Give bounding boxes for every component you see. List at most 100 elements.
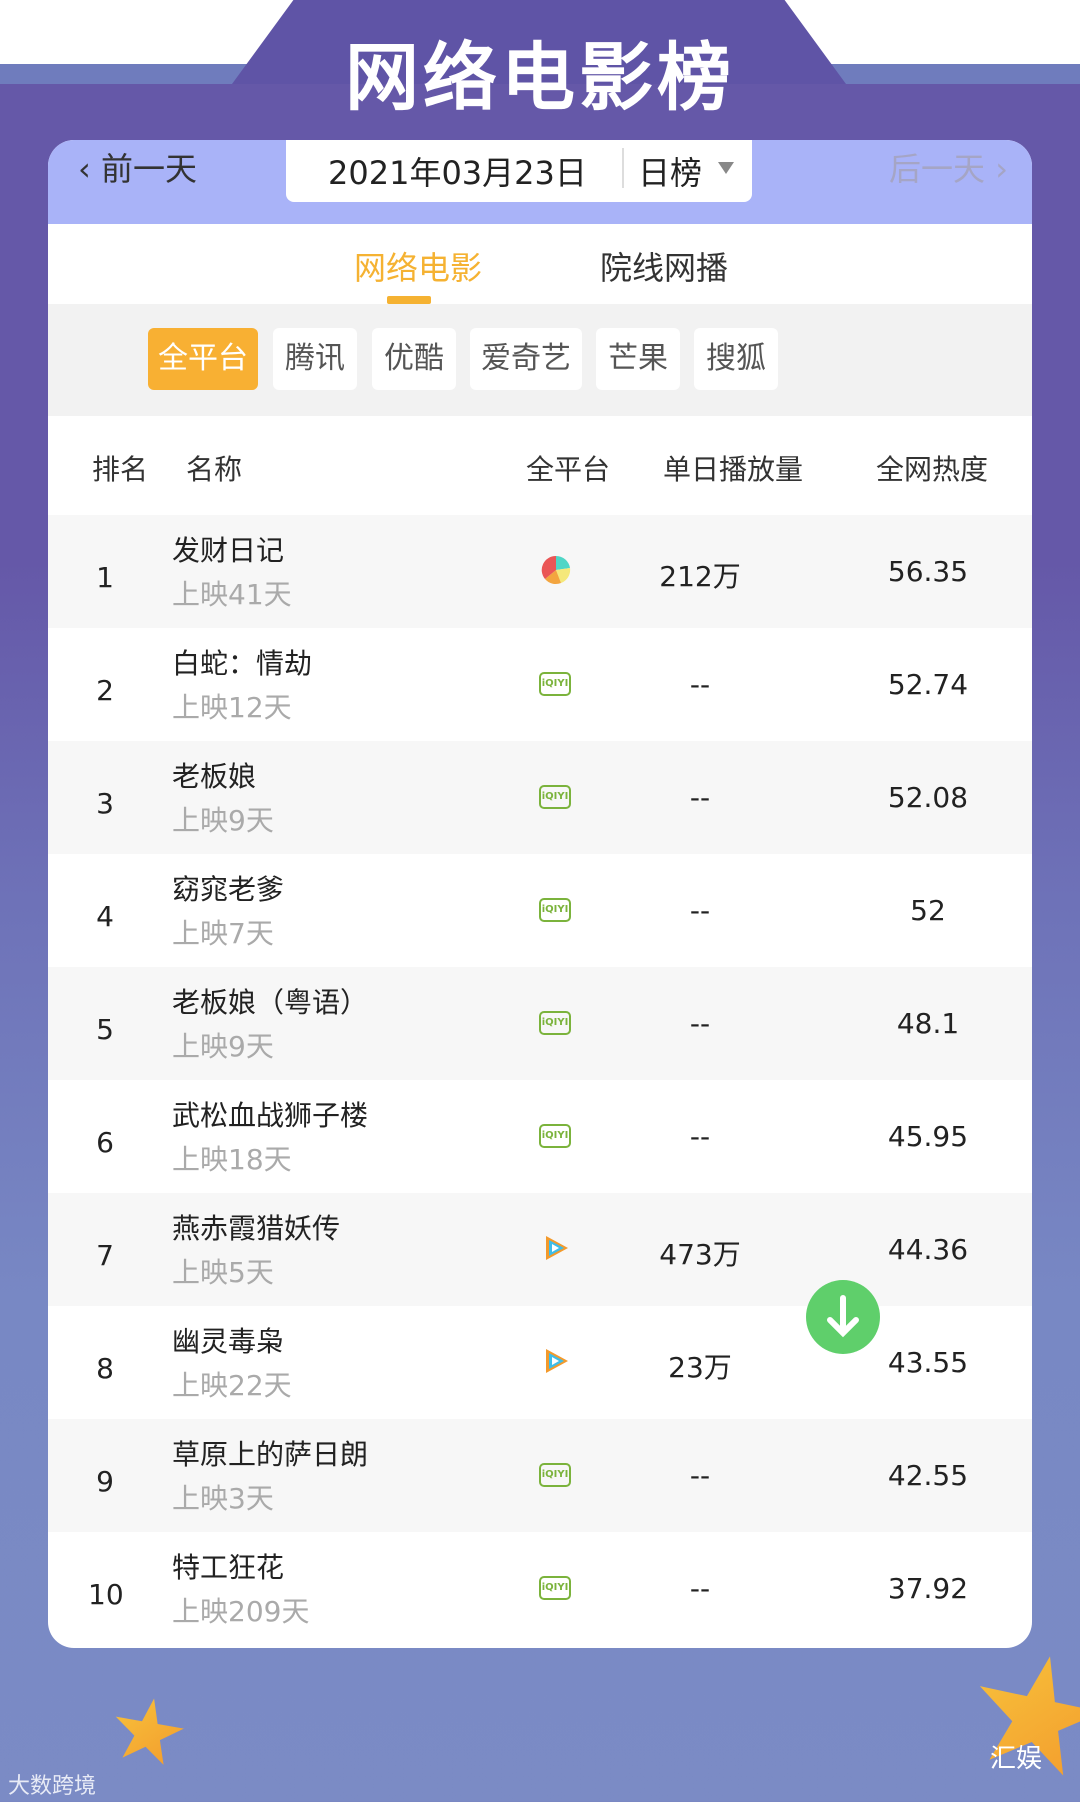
days-released: 上映18天 [172, 1143, 292, 1176]
rank: 10 [88, 1578, 124, 1611]
table-header: 排名 名称 全平台 单日播放量 全网热度 [48, 416, 1032, 515]
movie-name[interactable]: 白蛇：情劫 [172, 647, 313, 680]
rank: 4 [96, 900, 114, 933]
movie-name[interactable]: 特工狂花 [172, 1551, 285, 1584]
daily-plays: 212万 [659, 560, 741, 593]
filter-tencent[interactable]: 腾讯 [273, 328, 357, 390]
rank: 7 [96, 1239, 114, 1272]
iqiyi-icon: iQIYI [539, 1011, 571, 1035]
heat-score: 45.95 [887, 1120, 969, 1153]
days-released: 上映41天 [172, 578, 292, 611]
heat-score: 37.92 [887, 1572, 969, 1605]
rank: 9 [96, 1465, 114, 1498]
rank: 5 [96, 1013, 114, 1046]
days-released: 上映7天 [172, 917, 274, 950]
date-value[interactable]: 2021年03月23日 [328, 154, 587, 192]
filter-mango[interactable]: 芒果 [596, 328, 680, 390]
divider [622, 148, 624, 188]
movie-name[interactable]: 窈窕老爹 [172, 873, 285, 906]
movie-name[interactable]: 幽灵毒枭 [172, 1325, 285, 1358]
tab-online-movie[interactable]: 网络电影 [354, 249, 483, 287]
category-tabs [48, 224, 1032, 304]
table-row[interactable]: 2 白蛇：情劫 上映12天 iQIYI -- 52.74 [48, 628, 1032, 741]
table-row[interactable]: 7 燕赤霞猎妖传 上映5天 473万 44.36 [48, 1193, 1032, 1306]
col-platform: 全平台 [526, 453, 611, 486]
rank: 3 [96, 787, 114, 820]
col-rank: 排名 [92, 453, 149, 486]
platform-filters: 全平台 腾讯 优酷 爱奇艺 芒果 搜狐 [48, 304, 1032, 416]
ranking-card: ‹ 前一天 2021年03月23日 日榜 后一天 › 网络电影 院线网播 全平台… [48, 140, 1032, 1648]
heat-score: 52.08 [887, 781, 969, 814]
daily-plays: -- [689, 1007, 711, 1040]
rank: 2 [96, 674, 114, 707]
daily-plays: 473万 [659, 1238, 741, 1271]
filter-all[interactable]: 全平台 [148, 328, 258, 390]
movie-name[interactable]: 老板娘（粤语） [172, 986, 369, 1019]
movie-name[interactable]: 燕赤霞猎妖传 [172, 1212, 341, 1245]
days-released: 上映12天 [172, 691, 292, 724]
filter-youku[interactable]: 优酷 [372, 328, 456, 390]
daily-plays: -- [689, 668, 711, 701]
arrow-down-icon [827, 1295, 859, 1338]
days-released: 上映209天 [172, 1595, 310, 1628]
movie-name[interactable]: 老板娘 [172, 760, 257, 793]
heat-score: 56.35 [887, 555, 969, 588]
iqiyi-icon: iQIYI [539, 1576, 571, 1600]
heat-score: 44.36 [887, 1233, 969, 1266]
date-selector[interactable]: 2021年03月23日 日榜 [286, 140, 752, 202]
rank: 8 [96, 1352, 114, 1385]
table-row[interactable]: 1 发财日记 上映41天 212万 56.35 [48, 515, 1032, 628]
daily-plays: -- [689, 1120, 711, 1153]
tencent-video-icon [546, 1349, 568, 1373]
star-decoration [106, 1692, 189, 1773]
heat-score: 42.55 [887, 1459, 969, 1492]
iqiyi-icon: iQIYI [539, 1463, 571, 1487]
title-banner [232, 0, 846, 84]
download-button[interactable] [806, 1280, 880, 1354]
next-day-button[interactable]: 后一天 › [889, 150, 1008, 188]
daily-plays: -- [689, 894, 711, 927]
table-row[interactable]: 8 幽灵毒枭 上映22天 23万 43.55 [48, 1306, 1032, 1419]
iqiyi-icon: iQIYI [539, 898, 571, 922]
date-bar: ‹ 前一天 2021年03月23日 日榜 后一天 › [48, 140, 1032, 224]
table-row[interactable]: 5 老板娘（粤语） 上映9天 iQIYI -- 48.1 [48, 967, 1032, 1080]
watermark-left: 大数跨境 [8, 1774, 97, 1799]
days-released: 上映5天 [172, 1256, 274, 1289]
page-title: 网络电影榜 [345, 35, 735, 121]
rank: 1 [96, 561, 114, 594]
days-released: 上映9天 [172, 1030, 274, 1063]
days-released: 上映22天 [172, 1369, 292, 1402]
days-released: 上映3天 [172, 1482, 274, 1515]
days-released: 上映9天 [172, 804, 274, 837]
table-row[interactable]: 10 特工狂花 上映209天 iQIYI -- 37.92 [48, 1532, 1032, 1645]
tencent-video-icon [546, 1236, 568, 1260]
col-heat: 全网热度 [876, 453, 989, 486]
caret-down-icon[interactable] [718, 162, 734, 174]
table-row[interactable]: 6 武松血战狮子楼 上映18天 iQIYI -- 45.95 [48, 1080, 1032, 1193]
tab-theater-online[interactable]: 院线网播 [600, 249, 729, 287]
heat-score: 52.74 [887, 668, 969, 701]
heat-score: 52 [910, 894, 946, 927]
prev-day-button[interactable]: ‹ 前一天 [78, 150, 197, 188]
movie-name[interactable]: 发财日记 [172, 534, 285, 567]
col-name: 名称 [186, 453, 243, 486]
table-row[interactable]: 3 老板娘 上映9天 iQIYI -- 52.08 [48, 741, 1032, 854]
multi-platform-icon [541, 555, 571, 585]
daily-plays: -- [689, 1572, 711, 1605]
table-row[interactable]: 9 草原上的萨日朗 上映3天 iQIYI -- 42.55 [48, 1419, 1032, 1532]
active-tab-indicator [387, 296, 431, 304]
iqiyi-icon: iQIYI [539, 672, 571, 696]
daily-plays: -- [689, 1459, 711, 1492]
iqiyi-icon: iQIYI [539, 1124, 571, 1148]
col-daily-plays: 单日播放量 [663, 453, 804, 486]
movie-name[interactable]: 武松血战狮子楼 [172, 1099, 369, 1132]
movie-name[interactable]: 草原上的萨日朗 [172, 1438, 369, 1471]
iqiyi-icon: iQIYI [539, 785, 571, 809]
rank-type-select[interactable]: 日榜 [638, 154, 703, 192]
daily-plays: -- [689, 781, 711, 814]
filter-sohu[interactable]: 搜狐 [694, 328, 778, 390]
table-row[interactable]: 4 窈窕老爹 上映7天 iQIYI -- 52 [48, 854, 1032, 967]
heat-score: 48.1 [896, 1007, 960, 1040]
watermark-right: 汇娱 [990, 1744, 1043, 1774]
filter-iqiyi[interactable]: 爱奇艺 [470, 328, 582, 390]
